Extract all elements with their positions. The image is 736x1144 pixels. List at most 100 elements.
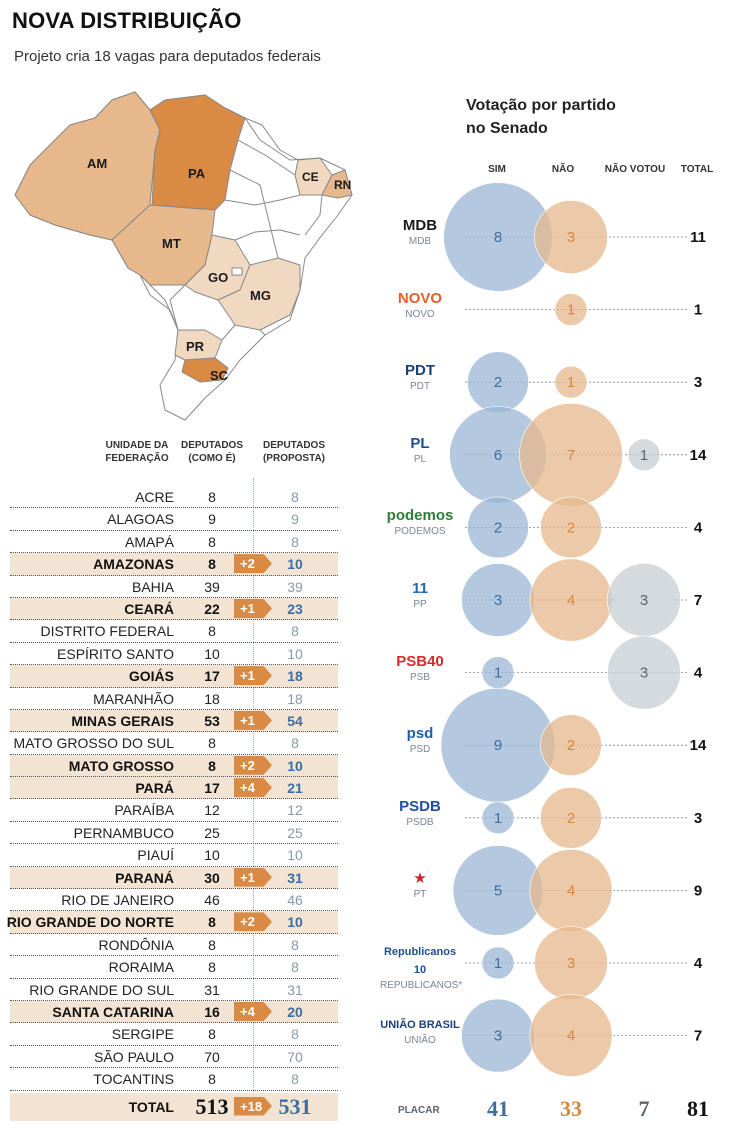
deputies-proposed: 21 bbox=[287, 780, 303, 797]
party-total: 7 bbox=[694, 592, 702, 609]
state-name: PERNAMBUCO bbox=[73, 824, 174, 841]
placar-nao-votou: 7 bbox=[639, 1096, 650, 1121]
deputies-current: 8 bbox=[208, 556, 216, 573]
bubble-label-nao: 4 bbox=[567, 882, 575, 899]
deputies-proposed: 10 bbox=[287, 914, 303, 931]
state-name: RIO DE JANEIRO bbox=[61, 892, 174, 909]
party-logo-mark: Republicanos 10 bbox=[383, 946, 457, 976]
deputies-current: 8 bbox=[208, 936, 216, 953]
party-total: 4 bbox=[694, 955, 703, 972]
party-logo-mark: PSB40 bbox=[396, 652, 444, 670]
deputies-proposed: 8 bbox=[291, 1026, 299, 1043]
bubble-label-sim: 1 bbox=[494, 665, 502, 682]
column-header-current: DEPUTADOS (COMO É) bbox=[180, 440, 244, 464]
party-logo-mark: 11 bbox=[412, 580, 428, 597]
table-row: BAHIA 39 39 bbox=[10, 576, 338, 598]
seat-change-badge: +2 bbox=[234, 755, 272, 775]
seat-change-badge: +1 bbox=[234, 710, 272, 730]
party-name: PP bbox=[413, 599, 427, 610]
state-name: RORAIMA bbox=[108, 959, 174, 976]
deputies-current: 8 bbox=[208, 1071, 216, 1088]
map-state-mt bbox=[111, 204, 216, 286]
party-name: NOVO bbox=[405, 308, 435, 320]
state-name: SANTA CATARINA bbox=[52, 1003, 174, 1020]
vote-chart-title: Votação por partido no Senado bbox=[466, 97, 616, 137]
party-logo-psd: psd PSD bbox=[380, 725, 460, 755]
state-name: TOTAL bbox=[128, 1098, 174, 1115]
state-name: RIO GRANDE DO SUL bbox=[29, 981, 174, 998]
deputies-current: 17 bbox=[204, 780, 220, 797]
map-label-mt: MT bbox=[162, 236, 181, 251]
map-label-mg: MG bbox=[250, 288, 271, 303]
table-row: GOIÁS 17 +1 18 bbox=[10, 665, 338, 688]
deputies-current: 18 bbox=[204, 690, 220, 707]
bubble-nao bbox=[540, 496, 602, 559]
deputies-proposed: 20 bbox=[287, 1003, 303, 1020]
state-name: AMAPÁ bbox=[124, 533, 174, 550]
deputies-proposed: 10 bbox=[287, 645, 303, 662]
state-name: AMAZONAS bbox=[93, 556, 174, 573]
state-name: MATO GROSSO DO SUL bbox=[13, 735, 174, 752]
state-name: BAHIA bbox=[131, 578, 174, 595]
state-name: DISTRITO FEDERAL bbox=[40, 623, 174, 640]
table-row: AMAZONAS 8 +2 10 bbox=[10, 553, 338, 576]
state-name: GOIÁS bbox=[128, 668, 174, 685]
deputies-proposed: 70 bbox=[287, 1048, 303, 1065]
bubble-label-sim: 9 bbox=[494, 737, 502, 754]
bubble-label-nao: 4 bbox=[567, 1028, 575, 1045]
table-row: CEARÁ 22 +1 23 bbox=[10, 597, 338, 621]
table-row: RONDÔNIA 8 8 bbox=[10, 934, 338, 957]
bubble-label-nao-votou: 3 bbox=[640, 592, 648, 609]
party-total: 3 bbox=[694, 374, 702, 391]
deputies-proposed: 531 bbox=[278, 1093, 312, 1119]
bubble-label-sim: 2 bbox=[494, 519, 502, 536]
party-logo-mark: PSDB bbox=[399, 797, 441, 815]
bubble-label-sim: 1 bbox=[494, 810, 502, 827]
table-row: PARÁ 17 +4 21 bbox=[10, 777, 338, 800]
bubble-label-nao: 2 bbox=[567, 519, 575, 536]
table-row: SANTA CATARINA 16 +4 20 bbox=[10, 1000, 338, 1024]
table-row: TOCANTINS 8 8 bbox=[10, 1068, 338, 1091]
deputies-current: 12 bbox=[204, 802, 220, 819]
deputies-current: 8 bbox=[208, 914, 216, 931]
bubble-label-nao: 1 bbox=[567, 374, 575, 391]
bubble-label-nao: 4 bbox=[567, 592, 575, 609]
seat-change-badge: +1 bbox=[234, 867, 272, 887]
party-total: 9 bbox=[694, 882, 702, 899]
state-name: SERGIPE bbox=[111, 1026, 174, 1043]
placar-label: PLACAR bbox=[398, 1105, 440, 1116]
party-logo-psb: PSB40 PSB bbox=[380, 653, 460, 683]
deputies-proposed: 8 bbox=[291, 1071, 299, 1088]
bubble-sim bbox=[467, 496, 529, 559]
table-row: RIO GRANDE DO NORTE 8 +2 10 bbox=[7, 911, 338, 934]
bubble-label-nao: 1 bbox=[567, 302, 575, 319]
table-row: MINAS GERAIS 53 +1 54 bbox=[10, 709, 338, 733]
deputies-current: 31 bbox=[204, 981, 220, 998]
deputies-current: 22 bbox=[204, 600, 220, 617]
deputies-proposed: 8 bbox=[291, 959, 299, 976]
deputies-proposed: 31 bbox=[287, 869, 303, 886]
placar-total: 81 bbox=[687, 1096, 709, 1121]
party-logo-mdb: MDB MDB bbox=[380, 217, 460, 247]
deputies-proposed: 10 bbox=[287, 757, 303, 774]
party-logo-unio: UNIÃO BRASIL UNIÃO bbox=[380, 1016, 460, 1046]
bubble-label-nao-votou: 3 bbox=[640, 665, 648, 682]
seat-change-badge: +1 bbox=[234, 666, 272, 686]
seat-change-badge: +4 bbox=[234, 1001, 272, 1021]
party-total: 4 bbox=[694, 519, 703, 536]
deputies-proposed: 39 bbox=[287, 578, 303, 595]
column-header-total: TOTAL bbox=[680, 164, 714, 175]
table-row: SÃO PAULO 70 70 bbox=[10, 1046, 338, 1069]
party-logo-pt: ★ PT bbox=[380, 870, 460, 900]
deputies-current: 8 bbox=[208, 959, 216, 976]
column-header-uf: UNIDADE DA FEDERAÇÃO bbox=[105, 440, 169, 464]
party-total: 3 bbox=[694, 810, 702, 827]
table-row: ACRE 8 8 bbox=[10, 486, 338, 509]
deputies-proposed: 31 bbox=[287, 981, 303, 998]
bubble-nao bbox=[540, 714, 602, 777]
bubble-label-sim: 3 bbox=[494, 592, 502, 609]
party-name: PL bbox=[413, 453, 427, 465]
party-total: 1 bbox=[694, 302, 702, 319]
party-logo-pl: PL PL bbox=[380, 435, 460, 465]
map-state-mg bbox=[217, 257, 301, 331]
